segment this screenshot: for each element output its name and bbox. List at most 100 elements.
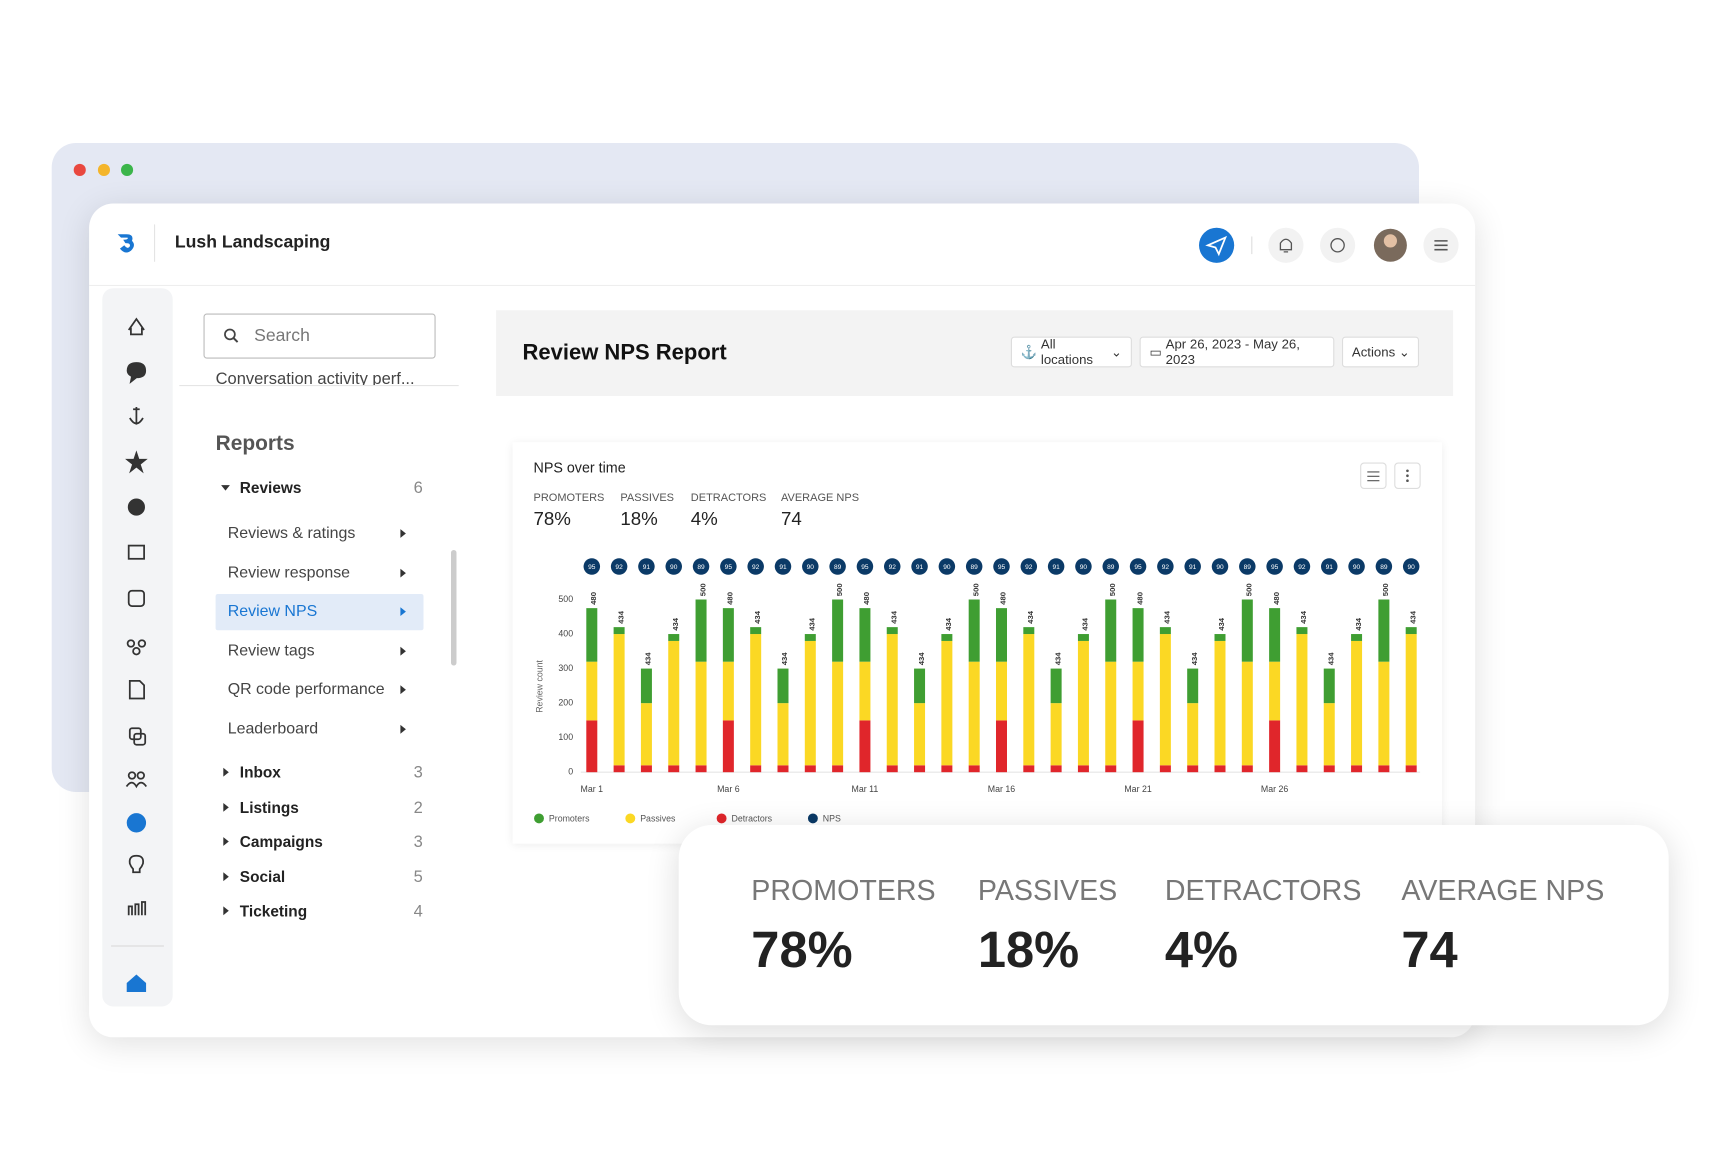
- nps-label: 92: [889, 564, 897, 571]
- star-icon[interactable]: [125, 450, 148, 474]
- total-label: 434: [753, 610, 762, 624]
- legend-label: Detractors: [732, 813, 773, 823]
- nps-label: 95: [998, 564, 1006, 571]
- help-button[interactable]: [1320, 227, 1356, 263]
- nav-group[interactable]: Listings: [239, 798, 299, 816]
- scrollbar[interactable]: [451, 550, 457, 666]
- nav-group[interactable]: Campaigns: [239, 832, 323, 851]
- widget-icon[interactable]: [127, 589, 145, 607]
- caret: [400, 607, 406, 617]
- payments-icon[interactable]: [127, 498, 145, 516]
- legend-swatch: [625, 813, 636, 824]
- bar-segment: [1077, 634, 1089, 641]
- filter-button[interactable]: ⚓ All locations ⌄: [1010, 336, 1132, 368]
- nps-marker: [1184, 558, 1201, 575]
- nav-item[interactable]: QR code performance: [227, 681, 385, 699]
- bar-segment: [722, 608, 734, 662]
- total-label: 500: [698, 583, 707, 596]
- recent-item[interactable]: Conversation activity perf...: [215, 369, 415, 387]
- reports-icon[interactable]: [126, 813, 147, 833]
- home-icon[interactable]: [127, 317, 145, 336]
- bar-segment: [886, 765, 898, 773]
- anchor-icon[interactable]: [129, 407, 144, 425]
- bar-segment: [1351, 634, 1363, 641]
- bar-segment: [1050, 668, 1062, 704]
- bar-segment: [804, 640, 816, 766]
- bar-segment: [640, 668, 652, 704]
- nps-label: 95: [1271, 564, 1279, 571]
- send-button[interactable]: [1199, 227, 1235, 263]
- people-icon: [136, 771, 145, 780]
- bar-segment: [777, 703, 789, 766]
- nps-marker: [938, 558, 956, 575]
- nav-group[interactable]: Inbox: [239, 763, 281, 781]
- nps-marker: [911, 558, 928, 575]
- nav-item[interactable]: Review tags: [227, 642, 315, 660]
- nav-group[interactable]: Social: [239, 867, 286, 886]
- bar-segment: [1214, 640, 1226, 766]
- summary-label: PASSIVES: [977, 873, 1118, 907]
- nav-active-bg: [215, 594, 424, 631]
- bar-segment: [1023, 627, 1035, 635]
- caret: [223, 906, 229, 916]
- bar-segment: [586, 608, 598, 662]
- x-tick-label: Mar 26: [1261, 784, 1288, 794]
- chat-icon[interactable]: [126, 362, 147, 384]
- legend-swatch: [807, 813, 818, 824]
- network-icon[interactable]: [126, 639, 136, 648]
- total-label: 500: [835, 583, 844, 596]
- search-box[interactable]: Search: [203, 313, 436, 359]
- bar-segment: [1187, 668, 1199, 704]
- stat-label: DETRACTORS: [691, 492, 767, 504]
- bell-icon: [1279, 238, 1293, 253]
- y-tick-label: 400: [558, 628, 573, 638]
- insights-icon[interactable]: [127, 901, 147, 916]
- bar-segment: [613, 627, 625, 635]
- nps-label: 90: [807, 564, 815, 571]
- nav-count: 5: [413, 867, 423, 887]
- nav-item[interactable]: Leaderboard: [227, 720, 319, 739]
- nav-group[interactable]: Reviews: [239, 478, 302, 497]
- filter-button[interactable]: Actions ⌄: [1342, 336, 1419, 368]
- bell-button[interactable]: [1268, 227, 1304, 263]
- nav-group[interactable]: Ticketing: [239, 902, 308, 921]
- summary-value: 18%: [977, 920, 1080, 978]
- bar-segment: [1296, 627, 1308, 635]
- bar-segment: [1241, 661, 1253, 766]
- bar-segment: [859, 661, 871, 721]
- nps-label: 91: [643, 564, 651, 571]
- bar-segment: [586, 661, 598, 721]
- report-title: Review NPS Report: [522, 341, 727, 366]
- bar-segment: [668, 765, 680, 773]
- header-actions: [1199, 227, 1459, 263]
- rail-icons: [111, 317, 164, 992]
- nav-item[interactable]: Review NPS: [227, 603, 318, 621]
- nps-label: 95: [861, 564, 869, 571]
- bar-segment: [968, 599, 980, 662]
- nps-label: 92: [1162, 564, 1170, 571]
- search-placeholder: Search: [254, 326, 310, 346]
- nps-label: 89: [1380, 564, 1388, 571]
- caret: [400, 568, 406, 578]
- document-icon[interactable]: [128, 680, 145, 700]
- nav-item[interactable]: Review response: [227, 563, 351, 582]
- people-icon[interactable]: [127, 771, 137, 780]
- bar-segment: [832, 765, 844, 773]
- nav-count: 6: [413, 478, 423, 498]
- ideas-icon[interactable]: [128, 854, 145, 874]
- more-icon: [1406, 479, 1409, 483]
- nps-marker: [1321, 558, 1338, 575]
- nav-title: Reports: [215, 432, 295, 456]
- total-label: 434: [1326, 652, 1335, 666]
- calendar-icon[interactable]: [127, 544, 145, 560]
- bar-segment: [613, 765, 625, 773]
- bar-segment: [1132, 720, 1144, 773]
- filter-button[interactable]: ▭ Apr 26, 2023 - May 26, 2023: [1139, 336, 1335, 368]
- nav-count: 2: [413, 798, 423, 817]
- nps-marker: [829, 558, 846, 575]
- home-icon[interactable]: [126, 974, 147, 992]
- settings-button[interactable]: [1360, 462, 1387, 489]
- nav-item[interactable]: Reviews & ratings: [227, 524, 356, 543]
- nps-label: 89: [971, 564, 979, 571]
- nps-marker: [883, 558, 901, 575]
